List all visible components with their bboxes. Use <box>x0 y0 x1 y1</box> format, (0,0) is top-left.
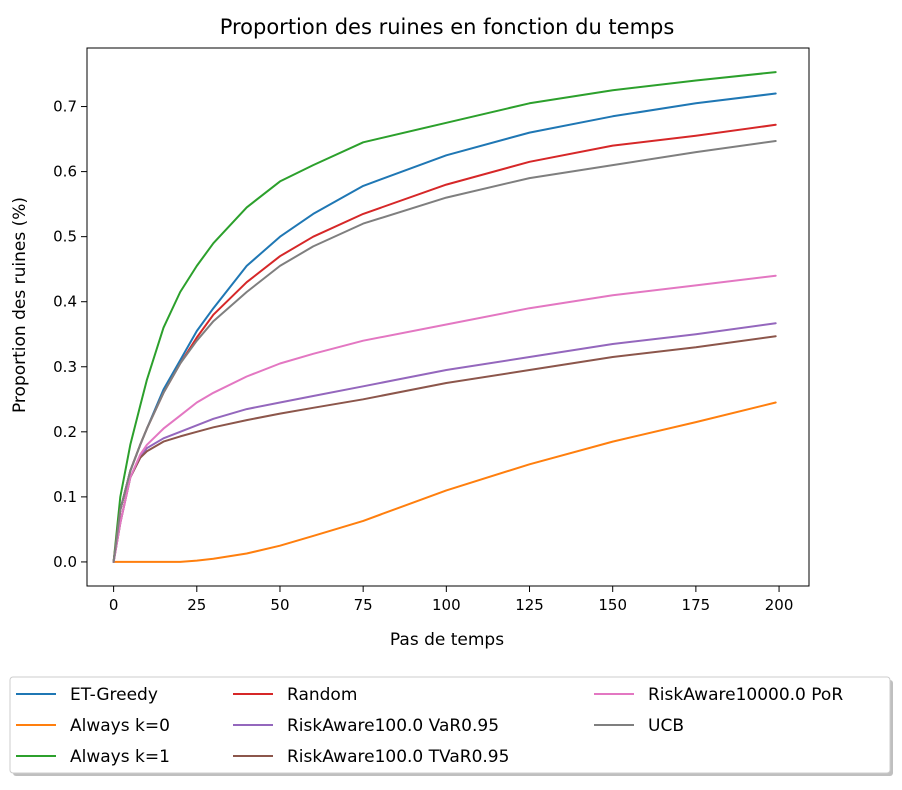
plot-frame <box>86 47 810 587</box>
x-tick-label: 100 <box>432 596 461 614</box>
x-tick-label: 50 <box>270 596 289 614</box>
y-tick-label: 0.5 <box>53 228 77 246</box>
y-axis-label: Proportion des ruines (%) <box>10 197 30 413</box>
x-axis-label: Pas de temps <box>390 630 504 650</box>
series-line-ucb <box>112 140 777 563</box>
y-tick-label: 0.3 <box>53 358 77 376</box>
x-tick-label: 175 <box>682 596 711 614</box>
y-tick-label: 0.7 <box>53 98 77 116</box>
chart-title: Proportion des ruines en fonction du tem… <box>220 15 675 39</box>
y-tick-label: 0.4 <box>53 293 77 311</box>
axes: 0 25 50 75 100 125 150 175 200 0.0 0.1 0.2 0.3 0.4 0.5… <box>53 47 810 614</box>
series-line-riskaware100-0-tvar0-95 <box>112 335 777 563</box>
x-tick-label: 75 <box>354 596 373 614</box>
x-tick-label: 150 <box>598 596 627 614</box>
y-tick-label: 0.0 <box>53 553 77 571</box>
series-line-always-k-0 <box>112 401 777 563</box>
legend-entry: RiskAware100.0 TVaR0.95 <box>287 747 509 767</box>
legend-entry: RiskAware100.0 VaR0.95 <box>287 716 499 736</box>
legend: ET-Greedy Always k=0 Always k=1 Random RiskA… <box>9 676 893 776</box>
legend-entry: Random <box>287 685 357 705</box>
x-tick-label: 200 <box>765 596 794 614</box>
x-tick-label: 25 <box>187 596 206 614</box>
legend-entry: UCB <box>648 716 684 736</box>
x-tick-label: 0 <box>109 596 119 614</box>
series-lines <box>112 71 777 563</box>
legend-box <box>9 676 891 774</box>
legend-entry: ET-Greedy <box>70 685 158 705</box>
x-tick-label: 125 <box>515 596 544 614</box>
y-tick-label: 0.2 <box>53 423 77 441</box>
series-line-riskaware100-0-var0-95 <box>112 322 777 563</box>
legend-entry: Always k=0 <box>70 716 170 736</box>
series-line-riskaware10000-0-por <box>112 274 777 563</box>
y-tick-label: 0.1 <box>53 488 77 506</box>
series-line-random <box>112 123 777 563</box>
legend-entry: RiskAware10000.0 PoR <box>648 685 843 705</box>
y-tick-label: 0.6 <box>53 163 77 181</box>
series-line-always-k-1 <box>112 71 777 563</box>
legend-entry: Always k=1 <box>70 747 170 767</box>
